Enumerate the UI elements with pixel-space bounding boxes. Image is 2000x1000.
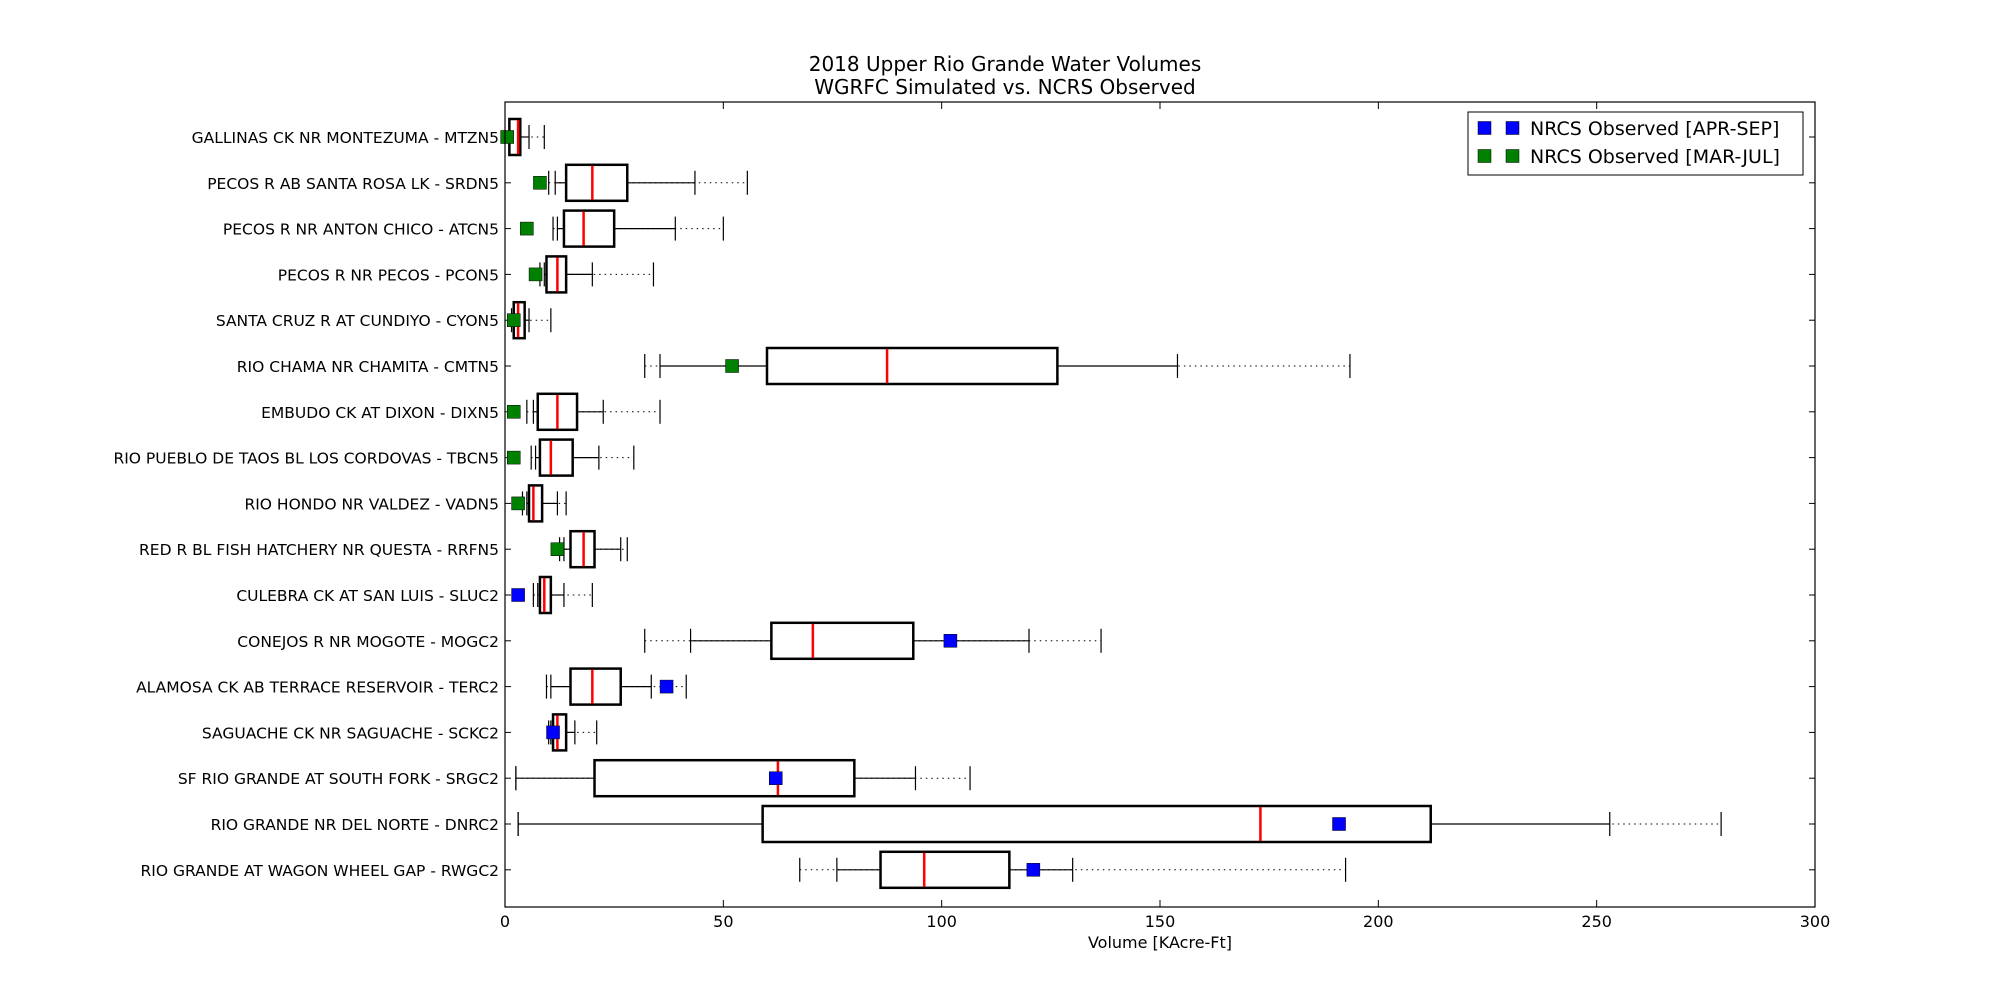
category-label: RIO GRANDE NR DEL NORTE - DNRC2 [211,816,499,834]
box-group [505,209,1815,248]
observed-marker [528,267,543,282]
box-group [505,163,1815,203]
box-group [505,667,1815,706]
box-group [505,300,1815,340]
observed-marker [511,496,525,511]
legend-frame [1467,111,1804,176]
category-label: RIO PUEBLO DE TAOS BL LOS CORDOVAS - TBC… [113,450,499,468]
category-label: CULEBRA CK AT SAN LUIS - SLUC2 [236,587,499,605]
legend-marker [1505,121,1520,135]
category-label: SF RIO GRANDE AT SOUTH FORK - SRGC2 [178,770,499,788]
box-group [500,117,1815,157]
category-label: PECOS R NR PECOS - PCON5 [278,266,499,284]
box-group [505,438,1815,477]
x-tick-label: 0 [500,912,510,931]
x-axis-ticks: 0 50 100 150 200 250 300 [500,102,1830,931]
box-plot-boxes [500,117,1815,890]
x-tick-label: 50 [713,912,733,931]
category-label: CONEJOS R NR MOGOTE - MOGC2 [237,633,499,651]
category-label: RIO GRANDE AT WAGON WHEEL GAP - RWGC2 [140,862,499,880]
chart-title: 2018 Upper Rio Grande Water Volumes [809,52,1202,76]
box-group [505,484,1815,523]
chart-subtitle: WGRFC Simulated vs. NCRS Observed [814,75,1195,99]
observed-marker [520,221,534,236]
observed-marker [506,405,521,419]
box-group [505,529,1815,569]
plot-frame [504,101,1816,908]
x-tick-label: 250 [1581,912,1612,931]
legend-label: NRCS Observed [APR-SEP] [1530,118,1779,140]
iqr-box [761,804,1432,844]
box-group [505,255,1815,294]
iqr-box [569,667,622,706]
observed-marker [943,634,958,648]
legend-marker [1477,121,1492,135]
box-group [505,621,1815,661]
category-label: SAGUACHE CK NR SAGUACHE - SCKC2 [202,724,499,742]
category-label: ALAMOSA CK AB TERRACE RESERVOIR - TERC2 [136,679,499,697]
x-tick-label: 200 [1363,912,1394,931]
iqr-box [765,346,1059,386]
box-group [505,575,1815,615]
category-label: GALLINAS CK NR MONTEZUMA - MTZN5 [192,129,499,147]
observed-marker [1026,863,1041,877]
iqr-box [770,621,915,661]
observed-marker [506,313,521,327]
observed-marker [550,542,565,556]
observed-marker [533,176,547,190]
observed-marker [725,359,739,373]
observed-marker [500,130,514,144]
observed-marker [511,588,525,602]
legend-marker [1477,149,1492,163]
x-axis-label: Volume [KAcre-Ft] [1088,933,1232,952]
iqr-box [564,163,629,203]
box-group [505,804,1815,844]
x-tick-label: 300 [1800,912,1831,931]
box-group [505,346,1815,386]
category-labels: GALLINAS CK NR MONTEZUMA - MTZN5 PECOS R … [113,129,499,880]
iqr-box [527,484,544,523]
legend-marker [1505,149,1520,163]
observed-marker [506,450,521,465]
legend: NRCS Observed [APR-SEP] NRCS Observed [MA… [1467,111,1804,176]
box-group [505,758,1815,798]
observed-marker [659,679,674,694]
observed-marker [768,771,783,785]
iqr-box [879,850,1011,890]
x-tick-label: 150 [1145,912,1176,931]
observed-marker [546,725,560,740]
category-label: EMBUDO CK AT DIXON - DIXN5 [261,404,499,422]
category-label: SANTA CRUZ R AT CUNDIYO - CYON5 [216,312,499,330]
iqr-box [562,209,616,248]
legend-entry: NRCS Observed [APR-SEP] [1477,118,1779,140]
category-label: RED R BL FISH HATCHERY NR QUESTA - RRFN5 [139,541,499,559]
category-label: PECOS R AB SANTA ROSA LK - SRDN5 [207,175,499,193]
category-label: RIO CHAMA NR CHAMITA - CMTN5 [237,358,499,376]
box-group [505,392,1815,432]
iqr-box [538,438,574,477]
iqr-box [593,758,856,798]
observed-marker [1332,817,1346,831]
legend-label: NRCS Observed [MAR-JUL] [1530,146,1780,168]
box-group [505,713,1815,752]
box-group [505,850,1815,890]
category-label: RIO HONDO NR VALDEZ - VADN5 [244,495,499,513]
x-tick-label: 100 [926,912,957,931]
legend-entry: NRCS Observed [MAR-JUL] [1477,146,1780,168]
category-label: PECOS R NR ANTON CHICO - ATCN5 [223,221,499,239]
